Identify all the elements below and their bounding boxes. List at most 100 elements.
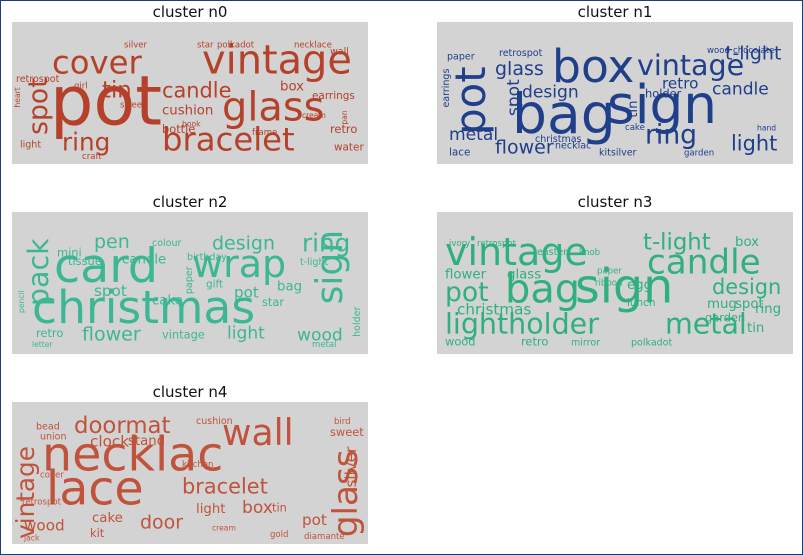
cloud-word: retro <box>330 122 357 136</box>
cloud-word: card <box>54 239 158 294</box>
cloud-word: wall <box>330 47 349 58</box>
cloud-word: kitsilver <box>599 147 637 158</box>
cloud-word: polkadot <box>631 337 672 348</box>
cloud-word: bag <box>277 280 302 295</box>
cloud-word: candle <box>712 80 769 100</box>
cloud-word: girl <box>74 82 88 92</box>
wordcloud-canvas: bag sign box pot vintage ring flower light glass… <box>437 22 793 164</box>
wordcloud-panel: cluster n3 bag sign vintage candle lightholde… <box>437 192 793 354</box>
cloud-word: ivory <box>449 239 470 249</box>
cloud-word: sign <box>575 260 673 315</box>
cloud-word: bracelet <box>162 120 295 158</box>
cloud-word: candle <box>122 252 166 267</box>
cloud-word: necklac <box>42 427 223 482</box>
cloud-word: easter <box>537 247 567 258</box>
cloud-word: jack <box>23 534 40 543</box>
cloud-word: doormat <box>74 413 171 439</box>
cloud-word: vintage <box>445 230 588 274</box>
cloud-word: heart <box>13 87 22 107</box>
cloud-word: pot <box>445 277 489 308</box>
cloud-word: vintage <box>202 37 352 83</box>
cloud-word: t-light <box>300 257 328 268</box>
cloud-word: sweet <box>330 425 364 439</box>
cloud-word: light <box>196 502 225 517</box>
cloud-word: chocolate <box>733 46 775 56</box>
cloud-word: retrospot <box>499 48 543 59</box>
cloud-word: book <box>182 119 201 128</box>
cloud-word: flower <box>445 268 487 283</box>
cloud-word: ring <box>755 302 781 317</box>
wordcloud-panel: cluster n0 pot vintage glass cover bracelet ri… <box>12 2 368 164</box>
cloud-word: necklac <box>555 141 591 152</box>
cloud-word: tissue <box>68 254 102 268</box>
wordcloud-panel: cluster n4 necklac lace glass wall vintage bra… <box>12 382 368 544</box>
cloud-word: earrings <box>441 69 452 108</box>
cloud-word: cushion <box>162 103 213 118</box>
cloud-word: retro <box>662 75 698 93</box>
cloud-word: earrings <box>312 90 355 102</box>
cloud-word: retrospot <box>16 74 60 85</box>
cloud-word: t-light <box>725 43 781 65</box>
cloud-word: cake <box>92 511 123 526</box>
wordcloud-canvas: christmas card wrap sign pack ring design flowe… <box>12 212 368 354</box>
cloud-word: light <box>20 140 41 151</box>
cloud-word: glass <box>326 449 366 537</box>
cloud-word: christmas <box>32 281 255 334</box>
cloud-word: retrospot <box>477 239 517 249</box>
cloud-word: retro <box>36 326 63 340</box>
cloud-word: tin <box>747 321 764 336</box>
cloud-word: gold <box>270 530 288 540</box>
cloud-word: candle <box>647 243 761 283</box>
cloud-word: pencil <box>17 290 26 313</box>
cloud-word: egg <box>627 278 652 293</box>
cloud-word: kitchen <box>182 460 213 470</box>
cloud-word: spot <box>504 79 524 116</box>
cloud-word: paper <box>447 52 475 63</box>
cloud-word: vintage <box>637 49 744 82</box>
cloud-word: bag <box>512 82 616 146</box>
cloud-word: glass <box>507 268 541 283</box>
cloud-word: mug <box>707 297 737 312</box>
cloud-word: sweet <box>120 101 146 111</box>
panel-title: cluster n2 <box>152 193 228 211</box>
cloud-word: necklace <box>294 41 332 51</box>
cloud-word: pot <box>234 284 259 302</box>
cloud-word: pack <box>22 238 55 306</box>
wordcloud-panel: cluster n2 christmas card wrap sign pack ring d… <box>12 192 368 354</box>
cloud-word: pan <box>340 110 349 124</box>
cloud-word: ring <box>62 127 110 156</box>
cloud-word: design <box>712 275 781 299</box>
cloud-word: hand <box>757 124 776 133</box>
cloud-word: cover <box>40 470 64 480</box>
cloud-word: box <box>242 498 273 518</box>
cloud-word: colour <box>152 238 182 249</box>
cloud-word: paper <box>597 267 622 277</box>
cloud-word: door <box>140 512 183 534</box>
wordcloud-canvas: bag sign vintage candle lightholder metal pot t… <box>437 212 793 354</box>
cloud-word: spot <box>735 297 764 312</box>
cloud-word: garden <box>705 310 745 324</box>
cloud-word: metal <box>665 307 747 340</box>
cloud-word: silver <box>342 446 360 488</box>
cloud-word: pen <box>94 231 130 253</box>
cloud-word: ring <box>645 119 697 150</box>
panel-title: cluster n3 <box>577 193 653 211</box>
cloud-word: retro <box>521 334 548 348</box>
cloud-word: ribbon <box>595 279 622 289</box>
cloud-word: retrospot <box>22 498 62 508</box>
cloud-word: tin <box>102 77 132 103</box>
cloud-word: bead <box>36 421 60 432</box>
cloud-word: wall <box>222 412 294 454</box>
cloud-word: tin <box>626 100 641 117</box>
cloud-word: vintage <box>12 446 40 539</box>
cloud-word: light <box>731 131 777 155</box>
cloud-word: mirror <box>571 337 600 348</box>
cloud-word: cream <box>302 111 326 120</box>
cloud-word: metal <box>312 340 337 350</box>
cloud-word: bird <box>334 417 351 427</box>
wordcloud-panel: cluster n1 bag sign box pot vintage ring flower… <box>437 2 793 164</box>
